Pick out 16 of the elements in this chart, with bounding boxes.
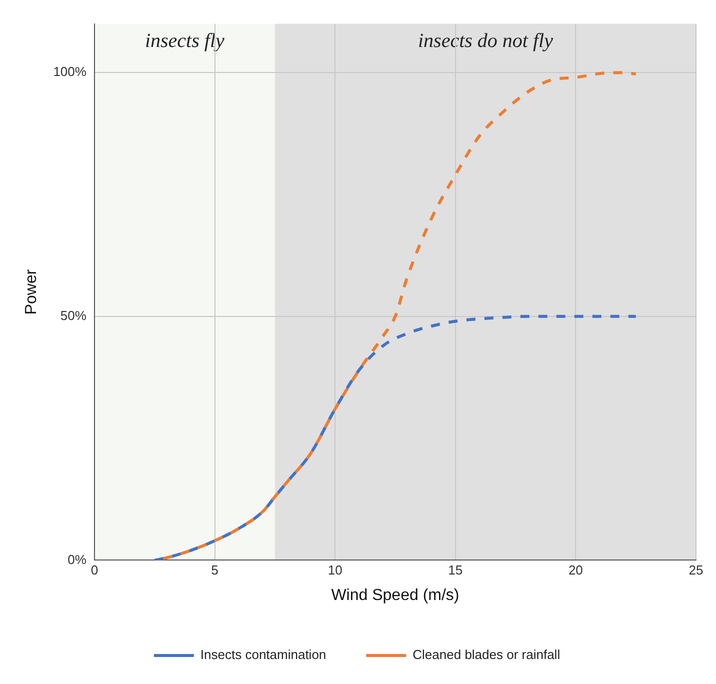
x-tick-label: 15	[448, 562, 463, 578]
line-series	[153, 314, 638, 560]
x-tick-label: 10	[328, 562, 342, 578]
band-label: insects fly	[144, 30, 225, 52]
x-tick-label: 20	[568, 562, 583, 578]
legend-label: Cleaned blades or rainfall	[412, 647, 560, 662]
x-tick-label: 5	[211, 562, 218, 578]
y-tick-label: 0%	[68, 552, 87, 567]
y-tick-label: 100%	[53, 64, 87, 80]
legend-label: Insects contamination	[200, 647, 326, 662]
band-label: insects do not fly	[418, 30, 554, 52]
y-tick-label: 50%	[60, 308, 87, 323]
y-axis-title: Power	[23, 268, 40, 315]
x-axis-title: Wind Speed (m/s)	[331, 586, 460, 604]
x-tick-label: 25	[688, 562, 704, 578]
x-tick-label: 0	[90, 562, 98, 578]
